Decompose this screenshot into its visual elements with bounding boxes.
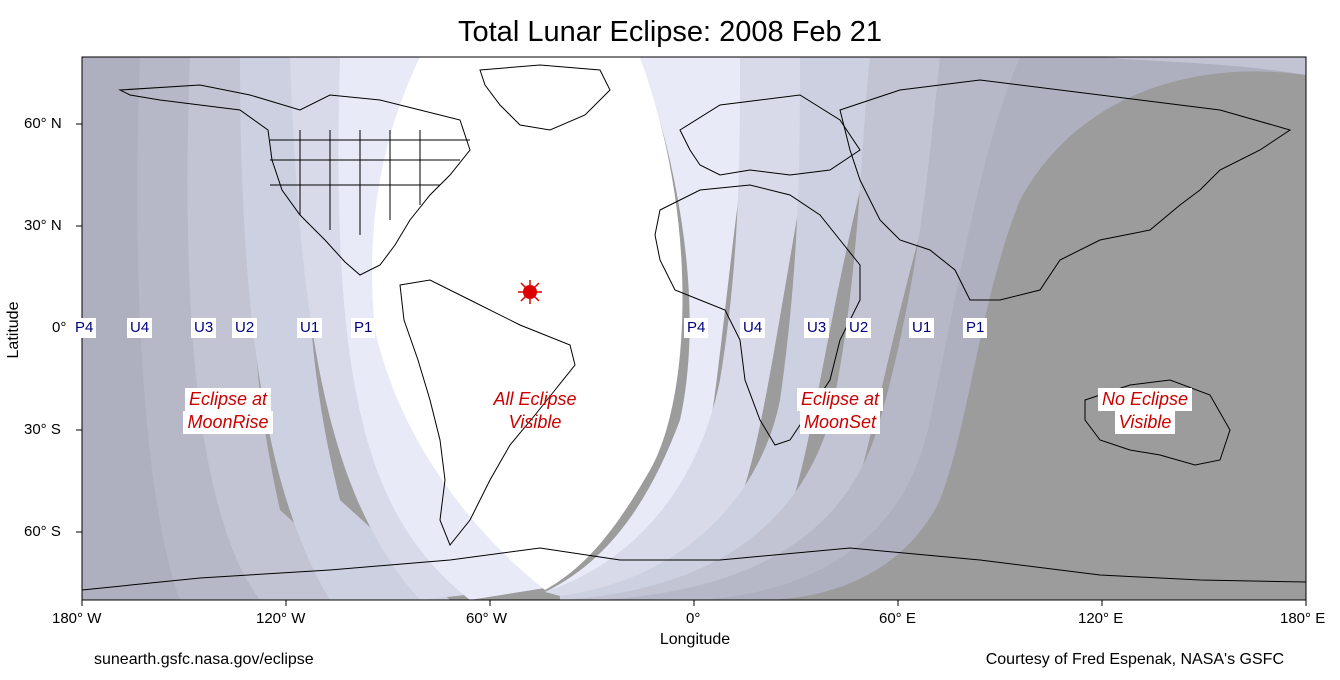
contact-label: P1 (963, 318, 988, 338)
y-tick-marks (76, 123, 82, 533)
region-label-line: MoonRise (183, 411, 273, 434)
region-label-all-visible: All Eclipse Visible (470, 388, 600, 434)
chart-title: Total Lunar Eclipse: 2008 Feb 21 (458, 16, 882, 48)
band-east-u4 (545, 57, 830, 596)
band-east-p1 (700, 57, 1306, 600)
band-west-u4 (137, 57, 300, 600)
band-east-p4 (545, 57, 760, 592)
band-east-u2 (560, 57, 980, 600)
greenland-outline (479, 64, 611, 131)
sun-marker-icon (518, 280, 542, 304)
contact-label: P4 (684, 318, 709, 338)
region-label-line: MoonSet (799, 411, 881, 434)
x-tick-label: 120° W (256, 610, 306, 627)
region-label-line: Visible (1114, 411, 1176, 434)
antarctica-outline (81, 547, 1307, 591)
contact-label: U3 (804, 318, 830, 338)
band-east-u3 (560, 57, 900, 600)
europe-outline (679, 94, 861, 176)
x-tick-label: 0° (686, 610, 701, 627)
region-label-moonrise: Eclipse at MoonRise (168, 388, 288, 434)
band-west-u3 (187, 57, 380, 600)
x-tick-label: 180° E (1280, 610, 1326, 627)
coastlines (81, 64, 1307, 591)
contact-label: U2 (232, 318, 258, 338)
source-credit-author: Courtesy of Fred Espenak, NASA's GSFC (985, 651, 1284, 668)
region-label-line: No Eclipse (1097, 388, 1193, 411)
source-credit-url: sunearth.gsfc.nasa.gov/eclipse (94, 651, 314, 668)
contact-label: U4 (127, 318, 153, 338)
region-label-line: Eclipse at (796, 388, 884, 411)
band-east-u1 (600, 57, 1080, 600)
y-tick-label: 60° N (24, 115, 62, 132)
contact-label: U2 (846, 318, 872, 338)
us-borders (270, 130, 470, 235)
y-tick-label: 60° S (24, 523, 61, 540)
region-label-no-eclipse: No Eclipse Visible (1080, 388, 1210, 434)
asia-outline (839, 79, 1292, 301)
region-label-line: Eclipse at (184, 388, 272, 411)
contact-label: U3 (191, 318, 217, 338)
region-label-line: Visible (508, 412, 562, 432)
x-tick-label: 120° E (1078, 610, 1124, 627)
x-axis-label: Longitude (659, 631, 731, 648)
contact-label: U1 (909, 318, 935, 338)
x-tick-label: 60° W (466, 610, 508, 627)
contact-label: P1 (351, 318, 376, 338)
band-east-p1-north (1100, 57, 1306, 75)
north-america-outline (118, 84, 471, 276)
y-tick-label: 30° S (24, 421, 61, 438)
region-label-moonset: Eclipse at MoonSet (780, 388, 900, 434)
contact-label: U4 (740, 318, 766, 338)
contact-label: U1 (297, 318, 323, 338)
y-axis-label: Latitude (5, 301, 22, 359)
all-visible-region (372, 57, 683, 590)
x-tick-marks (81, 600, 1307, 606)
y-tick-label: 30° N (24, 217, 62, 234)
south-america-outline (399, 279, 576, 546)
region-label-line: All Eclipse (493, 389, 577, 409)
contact-label: P4 (72, 318, 97, 338)
x-tick-label: 60° E (879, 610, 916, 627)
band-west-u2 (240, 57, 450, 600)
y-tick-label: 0° (52, 319, 67, 336)
australia-outline (1084, 379, 1231, 466)
x-tick-label: 180° W (52, 610, 102, 627)
